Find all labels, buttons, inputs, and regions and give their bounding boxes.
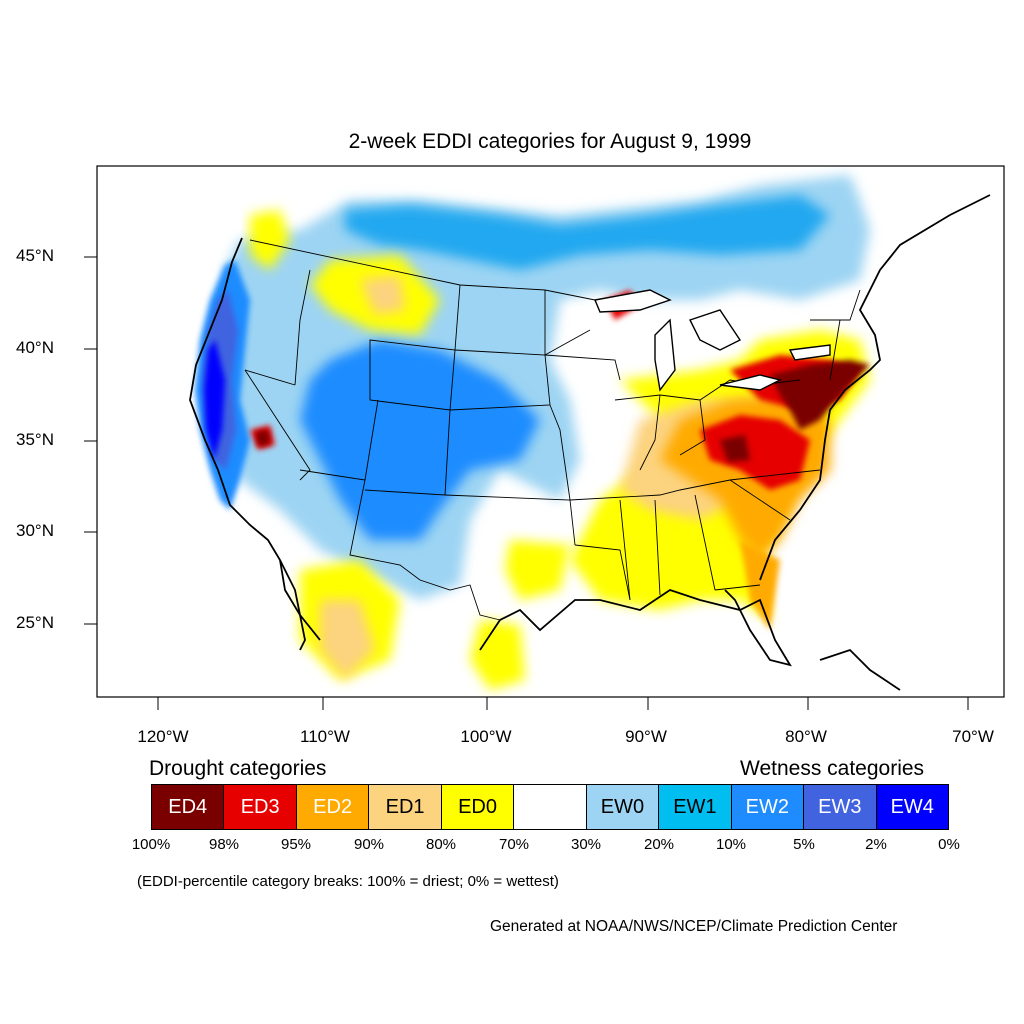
lat-label-30: 30°N <box>16 521 54 540</box>
lon-label-110: 110°W <box>300 727 350 746</box>
legend-box-ed1: ED1 <box>369 785 442 829</box>
legend-box-neutral <box>514 785 587 829</box>
state-borders <box>244 239 861 621</box>
great-lakes <box>594 289 831 392</box>
legend-box-ed0: ED0 <box>441 785 515 829</box>
map-frame <box>96 165 1005 698</box>
wetness-heading: Wetness categories <box>740 757 925 780</box>
lon-ticks <box>157 697 969 710</box>
break-label: 0% <box>938 836 960 853</box>
legend-box-ew1: EW1 <box>659 785 732 829</box>
break-label: 98% <box>208 836 240 853</box>
coastlines <box>189 194 991 691</box>
map-title: 2-week EDDI categories for August 9, 199… <box>348 130 752 153</box>
lat-label-25: 25°N <box>16 613 54 632</box>
break-label: 70% <box>498 836 530 853</box>
eddi-shading <box>195 175 870 690</box>
lon-label-70: 70°W <box>952 727 994 746</box>
break-label: 2% <box>865 836 887 853</box>
break-label: 95% <box>280 836 312 853</box>
legend-box-ed3: ED3 <box>224 785 297 829</box>
legend-box-ed2: ED2 <box>296 785 370 829</box>
break-label: 30% <box>570 836 602 853</box>
break-label: 80% <box>425 836 457 853</box>
credit-line: Generated at NOAA/NWS/NCEP/Climate Predi… <box>490 918 898 935</box>
legend-box-ew2: EW2 <box>731 785 805 829</box>
legend-box-ed4: ED4 <box>152 785 225 829</box>
category-legend: ED4 ED3 ED2 ED1 ED0 EW0 EW1 EW2 EW3 EW4 <box>151 784 949 830</box>
lon-label-120: 120°W <box>137 727 189 746</box>
breaks-note: (EDDI-percentile category breaks: 100% =… <box>137 873 559 890</box>
break-label: 20% <box>643 836 675 853</box>
break-label: 5% <box>793 836 815 853</box>
lat-ticks <box>84 256 97 625</box>
lat-label-45: 45°N <box>16 246 54 265</box>
legend-box-ew0: EW0 <box>586 785 660 829</box>
map-area <box>189 175 991 691</box>
lat-label-40: 40°N <box>16 338 54 357</box>
lon-label-100: 100°W <box>460 727 512 746</box>
lon-label-90: 90°W <box>625 727 667 746</box>
drought-heading: Drought categories <box>149 757 327 780</box>
legend-box-ew4: EW4 <box>876 785 948 829</box>
break-label: 100% <box>131 836 171 853</box>
break-label: 90% <box>353 836 385 853</box>
lon-label-80: 80°W <box>785 727 827 746</box>
break-label: 10% <box>715 836 747 853</box>
lat-label-35: 35°N <box>16 430 54 449</box>
legend-box-ew3: EW3 <box>804 785 877 829</box>
